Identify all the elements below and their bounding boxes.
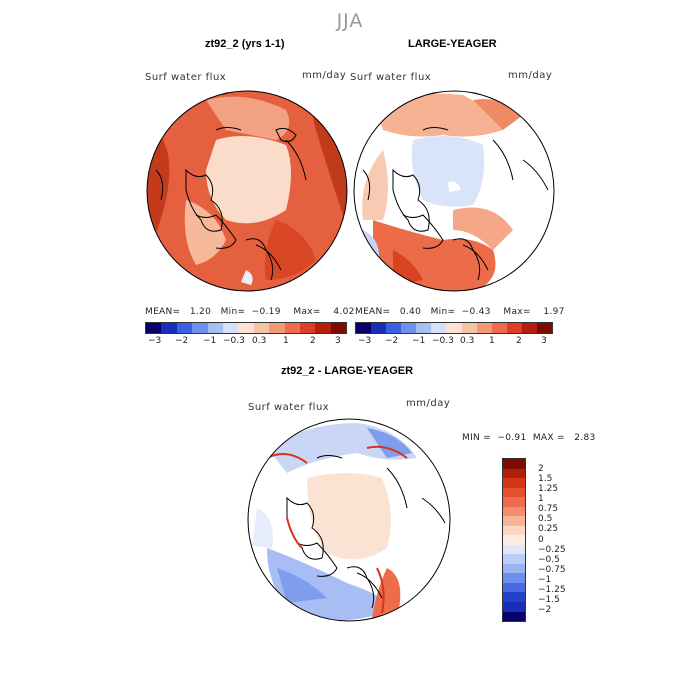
colorbar-swatch — [503, 601, 525, 612]
figure-title: JJA — [336, 10, 364, 32]
colorbar-swatch — [503, 563, 525, 574]
tick-label: 1.5 — [538, 474, 553, 484]
colorbar-swatch — [503, 525, 525, 536]
tick-label: −0.3 — [432, 336, 454, 346]
colorbar-swatch — [461, 323, 477, 333]
colorbar-swatch — [503, 497, 525, 507]
colorbar-swatch — [476, 323, 492, 333]
panel-title-obs: LARGE-YEAGER — [408, 38, 497, 50]
colorbar-swatch — [176, 323, 193, 333]
tick-label: −1.25 — [538, 585, 566, 595]
units-label: mm/day — [406, 398, 451, 409]
colorbar-ticks-panel-1: −3 −2 −1 −0.3 0.3 1 2 3 — [145, 336, 345, 348]
colorbar-swatch — [330, 323, 347, 333]
colorbar-swatch — [503, 573, 525, 583]
tick-label: −1 — [538, 575, 552, 585]
colorbar-swatch — [356, 323, 372, 333]
polar-map-obs — [353, 90, 555, 292]
tick-label: −2 — [538, 605, 552, 615]
colorbar-swatch — [503, 487, 525, 498]
colorbar-swatch — [431, 323, 447, 333]
colorbar-swatch — [506, 323, 522, 333]
units-label: mm/day — [302, 70, 347, 81]
colorbar-swatch — [521, 323, 537, 333]
colorbar-swatch — [269, 323, 285, 333]
variable-label: Surf water flux — [145, 72, 227, 83]
colorbar-swatch — [503, 554, 525, 564]
colorbar-swatch — [299, 323, 316, 333]
colorbar-swatch — [416, 323, 432, 333]
colorbar-swatch — [207, 323, 223, 333]
colorbar-difference — [502, 458, 526, 622]
colorbar-swatch — [503, 459, 525, 469]
colorbar-swatch — [536, 323, 553, 333]
variable-label: Surf water flux — [248, 402, 330, 413]
colorbar-swatch — [503, 611, 525, 622]
tick-label: 1 — [538, 494, 544, 504]
colorbar-swatch — [161, 323, 177, 333]
colorbar-swatch — [503, 478, 525, 488]
tick-label: −0.5 — [538, 555, 560, 565]
tick-label: 2 — [516, 336, 522, 346]
tick-label: 1.25 — [538, 484, 559, 494]
tick-label: 1 — [489, 336, 495, 346]
tick-label: −3 — [148, 336, 162, 346]
colorbar-swatch — [503, 582, 525, 593]
colorbar-swatch — [503, 516, 525, 526]
colorbar-swatch — [371, 323, 387, 333]
colorbar-swatch — [222, 323, 239, 333]
tick-label: 3 — [335, 336, 341, 346]
variable-label: Surf water flux — [350, 72, 432, 83]
colorbar-swatch — [446, 323, 462, 333]
tick-label: 2 — [538, 464, 544, 474]
units-label: mm/day — [508, 70, 553, 81]
tick-label: −1 — [203, 336, 217, 346]
tick-label: −1.5 — [538, 595, 560, 605]
colorbar-swatch — [284, 323, 300, 333]
tick-label: 1 — [283, 336, 289, 346]
stats-panel-1: MEAN= 1.20 Min= −0.19 Max= 4.02 — [145, 307, 355, 317]
tick-label: −1 — [412, 336, 426, 346]
polar-map-model — [146, 90, 348, 292]
stats-panel-2: MEAN= 0.40 Min= −0.43 Max= 1.97 — [355, 307, 565, 317]
tick-label: 0.5 — [538, 514, 553, 524]
tick-label: 0.25 — [538, 524, 559, 534]
colorbar-swatch — [238, 323, 254, 333]
colorbar-swatch — [315, 323, 331, 333]
colorbar-swatch — [401, 323, 417, 333]
colorbar-swatch — [386, 323, 402, 333]
colorbar-swatch — [503, 506, 525, 517]
tick-label: 0.75 — [538, 504, 559, 514]
stats-difference: MIN = −0.91 MAX = 2.83 — [462, 433, 596, 443]
tick-label: 2 — [310, 336, 316, 346]
colorbar-swatch — [503, 544, 525, 555]
panel-title-model: zt92_2 (yrs 1-1) — [205, 38, 285, 50]
colorbar-swatch — [503, 592, 525, 602]
panel-title-difference: zt92_2 - LARGE-YEAGER — [281, 365, 414, 377]
colorbar-swatch — [503, 535, 525, 545]
tick-label: 0.3 — [252, 336, 267, 346]
colorbar-swatch — [146, 323, 162, 333]
tick-label: −3 — [358, 336, 372, 346]
colorbar-swatch — [503, 468, 525, 479]
colorbar-swatch — [491, 323, 507, 333]
tick-label: −0.75 — [538, 565, 566, 575]
tick-label: −0.25 — [538, 545, 566, 555]
tick-label: 3 — [541, 336, 547, 346]
colorbar-ticks-panel-2: −3 −2 −1 −0.3 0.3 1 2 3 — [355, 336, 551, 348]
tick-label: −0.3 — [223, 336, 245, 346]
tick-label: 0 — [538, 535, 544, 545]
tick-label: −2 — [175, 336, 189, 346]
polar-map-difference — [247, 418, 451, 622]
tick-label: 0.3 — [460, 336, 475, 346]
colorbar-panel-2 — [355, 322, 553, 334]
tick-label: −2 — [385, 336, 399, 346]
colorbar-swatch — [192, 323, 208, 333]
colorbar-panel-1 — [145, 322, 347, 334]
colorbar-swatch — [253, 323, 270, 333]
colorbar-difference-labels: 2 1.5 1.25 1 0.75 0.5 0.25 0 −0.25 −0.5 … — [538, 465, 578, 615]
